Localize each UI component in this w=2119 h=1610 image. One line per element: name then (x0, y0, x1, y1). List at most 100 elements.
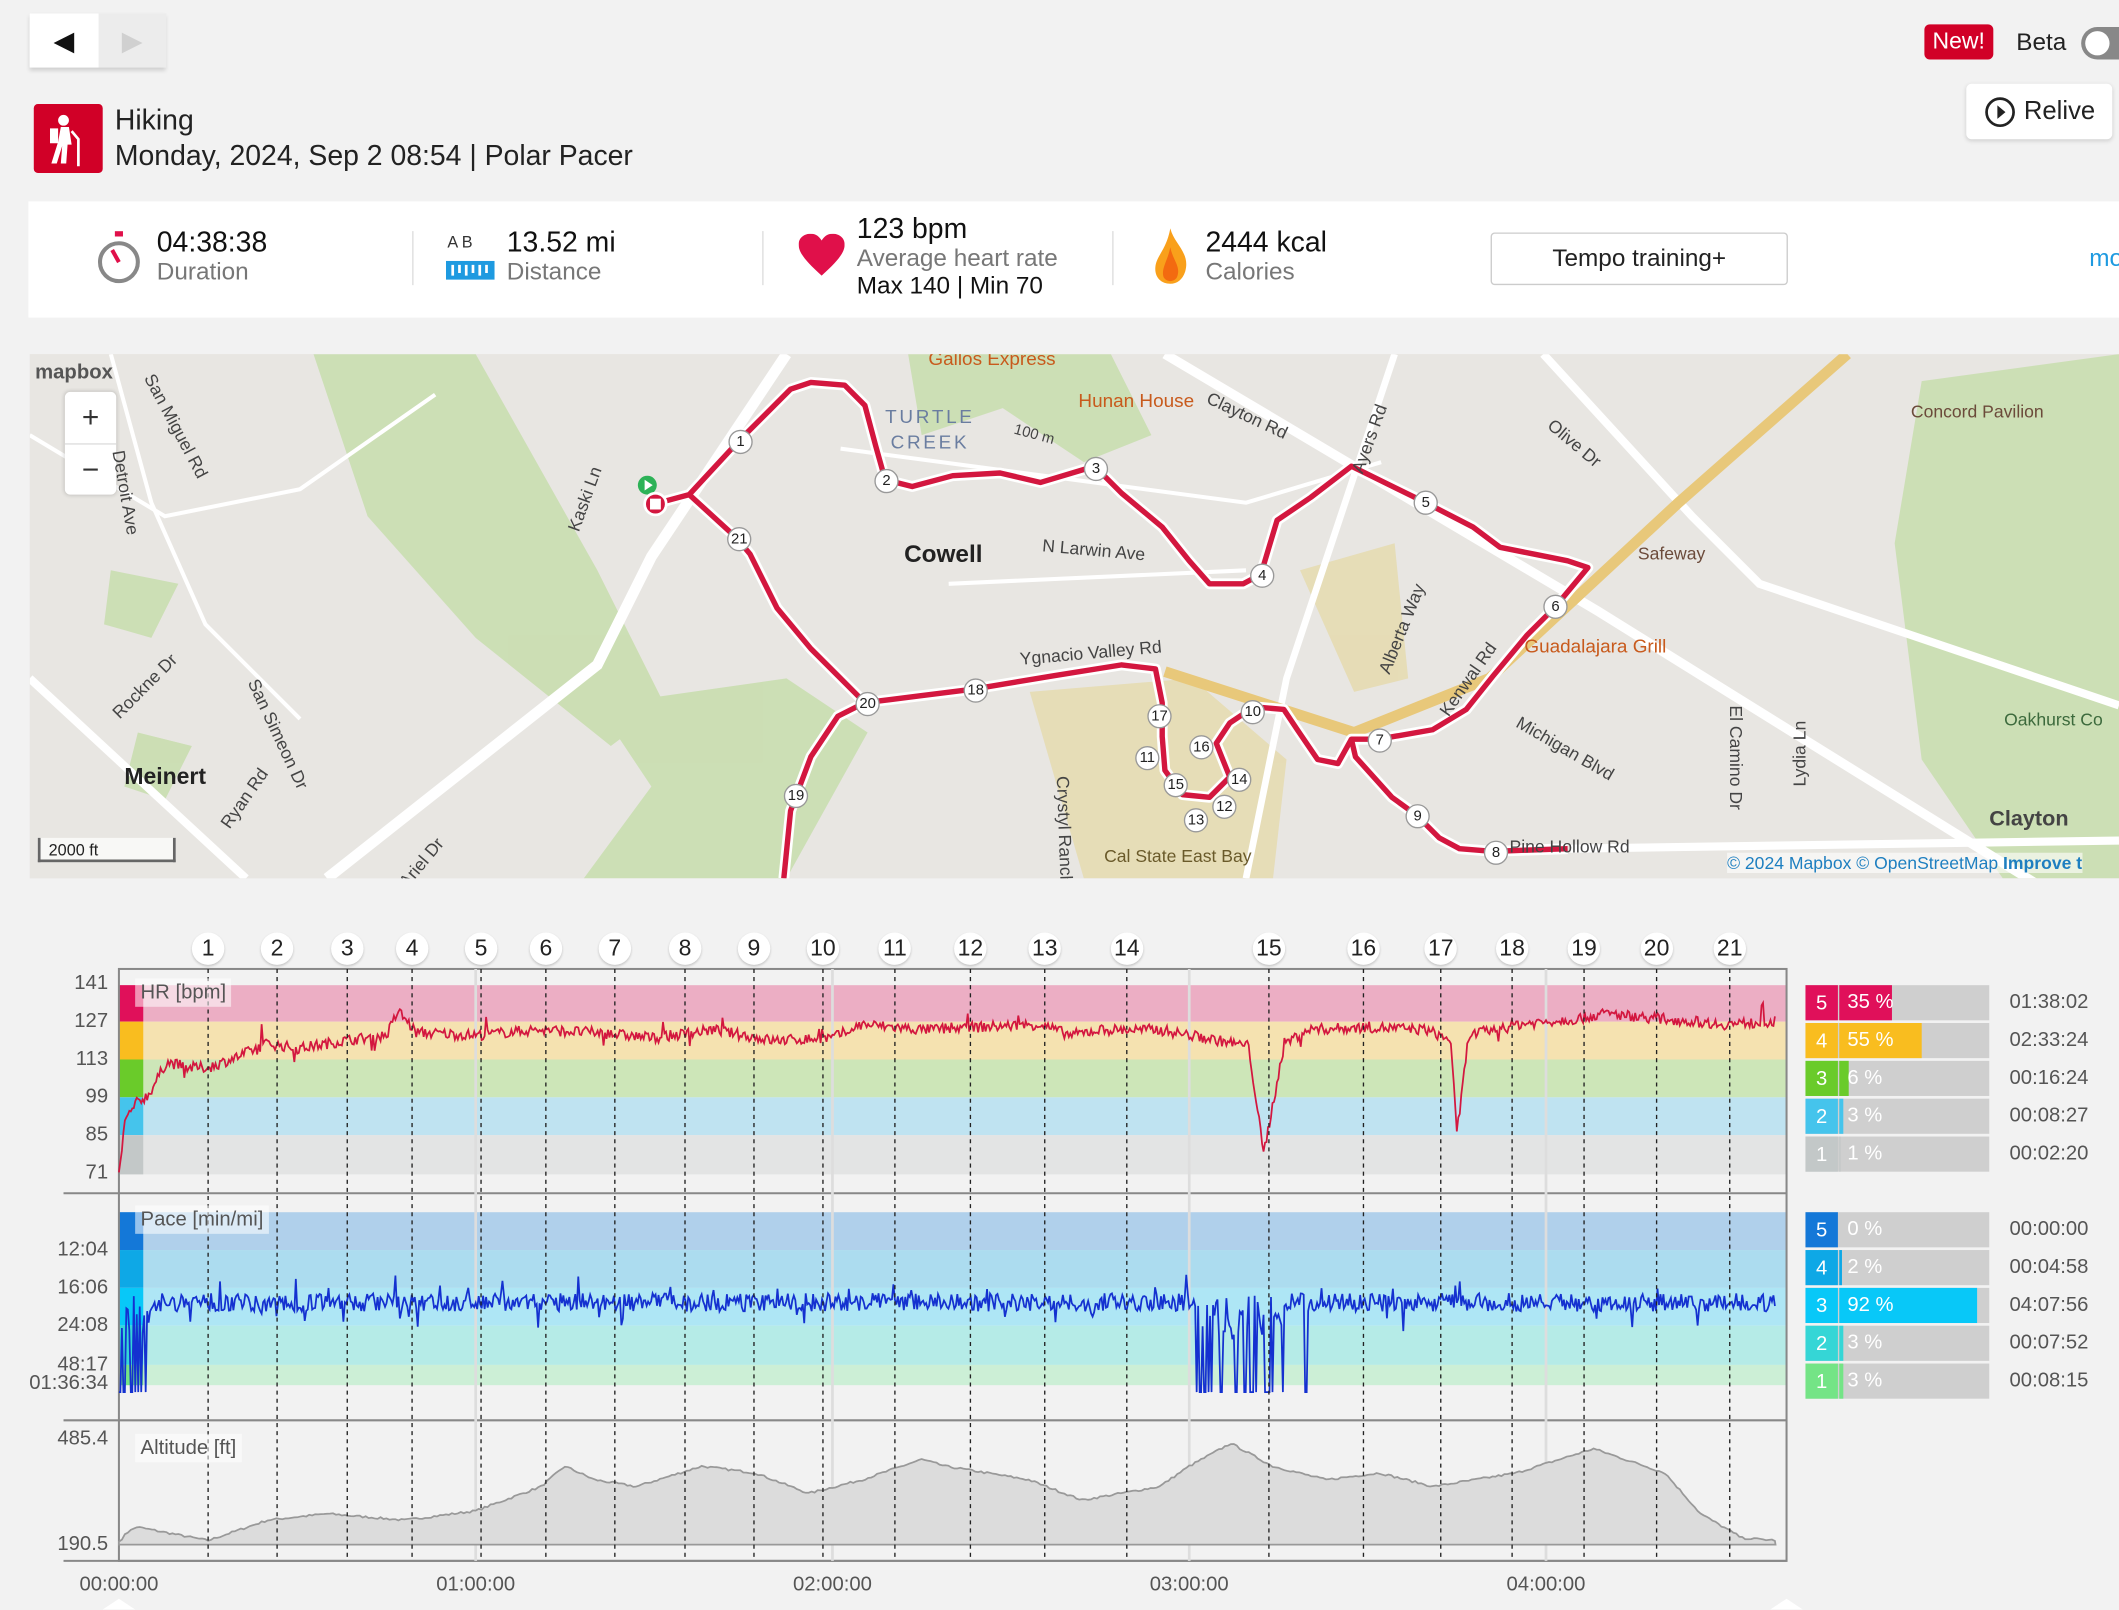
hr-zone-row[interactable]: 5 35 % (1805, 985, 1990, 1021)
zone-number: 2 (1805, 1098, 1838, 1134)
map-lap-marker[interactable]: 15 (1163, 773, 1188, 798)
map-lap-marker[interactable]: 1 (728, 429, 753, 455)
map-lap-marker[interactable]: 11 (1135, 745, 1160, 771)
attribution-text[interactable]: © 2024 Mapbox © OpenStreetMap (1727, 852, 1999, 874)
lap-marker[interactable]: 6 (529, 932, 563, 965)
pace-zone-row[interactable]: 4 2 % (1805, 1250, 1990, 1286)
lap-marker[interactable]: 11 (878, 932, 912, 965)
map-lap-marker[interactable]: 10 (1240, 700, 1265, 725)
lap-marker[interactable]: 3 (331, 932, 364, 965)
map-lap-marker[interactable]: 19 (783, 783, 809, 809)
zone-percent: 2 % (1847, 1255, 1883, 1279)
play-circle-icon (1984, 96, 2015, 127)
duration-value: 04:38:38 (156, 227, 268, 259)
map-lap-marker[interactable]: 18 (963, 678, 988, 703)
lap-marker[interactable]: 4 (395, 932, 429, 965)
map-lap-marker[interactable]: 2 (874, 468, 899, 494)
pace-line (118, 1274, 1776, 1393)
lap-marker[interactable]: 1 (191, 932, 225, 965)
activity-sport: Hiking (114, 105, 194, 137)
lap-marker[interactable]: 9 (737, 932, 771, 965)
lap-marker[interactable]: 5 (464, 932, 498, 965)
poi-label: Guadalajara Grill (1524, 635, 1667, 657)
zone-time: 00:16:24 (2009, 1066, 2089, 1090)
map-lap-marker[interactable]: 21 (727, 527, 752, 552)
tempo-training-button[interactable]: Tempo training+ (1490, 232, 1788, 286)
map-lap-marker[interactable]: 4 (1250, 563, 1275, 588)
map-lap-marker[interactable]: 9 (1405, 804, 1430, 829)
map-lap-marker[interactable]: 20 (855, 691, 880, 717)
pace-y-tick: 24:08 (57, 1313, 109, 1337)
map-lap-marker[interactable]: 5 (1413, 490, 1438, 515)
back-button[interactable]: ◀ (29, 13, 98, 68)
lap-marker[interactable]: 16 (1347, 932, 1380, 965)
lap-marker[interactable]: 13 (1028, 932, 1061, 965)
lap-marker[interactable]: 8 (668, 932, 702, 965)
zoom-out-button[interactable]: − (81, 452, 100, 487)
zone-percent: 55 % (1847, 1028, 1894, 1052)
hr-y-tick: 113 (75, 1047, 109, 1071)
map-lap-marker[interactable]: 6 (1543, 594, 1568, 619)
poi-label: Oakhurst Co (2004, 709, 2103, 730)
pace-zone-band (118, 1325, 1787, 1365)
pace-zone-row[interactable]: 5 0 % (1805, 1212, 1990, 1248)
route-map[interactable]: 1 2 3 4 5 6 7 8 9 10 11 12 13 14 15 16 17 18 19 20 21 mapbox… (29, 354, 2119, 879)
hr-zone-band (118, 1135, 1787, 1175)
lap-marker[interactable]: 19 (1567, 932, 1601, 965)
map-lap-marker[interactable]: 12 (1212, 794, 1237, 819)
zoom-in-button[interactable]: + (64, 392, 117, 445)
relive-button[interactable]: Relive (1966, 83, 2113, 140)
more-link[interactable]: mo (2089, 244, 2119, 272)
hr-zone-row[interactable]: 4 55 % (1805, 1023, 1990, 1059)
map-lap-marker[interactable]: 3 (1083, 456, 1109, 482)
mapbox-logo: mapbox (35, 360, 113, 384)
map-lap-marker[interactable]: 16 (1189, 735, 1214, 760)
hr-zone-row[interactable]: 3 6 % (1805, 1060, 1990, 1096)
pace-zone-row[interactable]: 2 3 % (1805, 1325, 1990, 1361)
town-label: Cowell (904, 540, 983, 568)
lap-marker[interactable]: 20 (1640, 932, 1673, 965)
zone-time: 00:08:15 (2009, 1368, 2089, 1392)
range-end-handle[interactable] (1770, 1598, 1803, 1610)
pace-zone-row[interactable]: 3 92 % (1805, 1287, 1990, 1324)
zone-bar-fill (1839, 1250, 1843, 1286)
map-lap-marker[interactable]: 7 (1367, 728, 1392, 753)
range-start-handle[interactable] (102, 1598, 136, 1610)
hr-zone-row[interactable]: 1 1 % (1805, 1136, 1990, 1172)
pace-zone-row[interactable]: 1 3 % (1805, 1363, 1990, 1399)
zone-number: 1 (1805, 1363, 1838, 1399)
map-lap-marker[interactable]: 8 (1483, 840, 1509, 865)
time-x-tick: 01:00:00 (436, 1573, 516, 1597)
street-label: Crystyl Ranch (1052, 775, 1077, 879)
map-lap-marker[interactable]: 14 (1227, 767, 1252, 792)
lap-marker[interactable]: 21 (1713, 932, 1746, 965)
beta-toggle[interactable] (2081, 27, 2119, 60)
hr-y-tick: 99 (85, 1085, 109, 1109)
improve-link[interactable]: Improve t (2003, 852, 2083, 874)
lap-marker[interactable]: 14 (1110, 932, 1144, 965)
forward-button[interactable]: ▶ (97, 13, 167, 68)
zone-bar-fill (1839, 1098, 1844, 1134)
roads (29, 354, 2119, 879)
zone-number: 5 (1805, 1212, 1838, 1248)
zone-bar-fill (1839, 1023, 1922, 1059)
hr-zone-row[interactable]: 2 3 % (1805, 1098, 1990, 1134)
hiking-icon (33, 104, 103, 173)
zone-bar-fill (1839, 1136, 1841, 1172)
lap-marker[interactable]: 2 (260, 932, 294, 965)
map-lap-marker[interactable]: 13 (1183, 808, 1209, 833)
zone-percent: 35 % (1847, 990, 1894, 1014)
map-lap-marker[interactable]: 17 (1147, 704, 1172, 729)
lap-marker[interactable]: 18 (1495, 932, 1529, 965)
town-label: Meinert (124, 763, 207, 790)
zone-number: 2 (1805, 1325, 1838, 1361)
lap-marker[interactable]: 7 (598, 932, 632, 965)
lap-marker[interactable]: 10 (806, 932, 840, 965)
pace-zone-band (118, 1250, 1787, 1288)
pace-zone-band (118, 1364, 1787, 1386)
lap-marker[interactable]: 15 (1252, 932, 1286, 965)
workout-charts[interactable] (0, 892, 2119, 1610)
lap-marker[interactable]: 12 (954, 932, 987, 965)
lap-marker[interactable]: 17 (1424, 932, 1457, 965)
pace-y-tick: 01:36:34 (29, 1371, 109, 1395)
